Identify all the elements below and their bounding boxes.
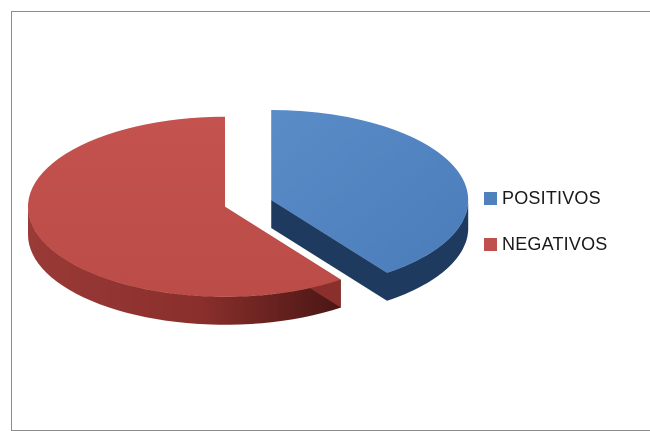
legend-label-positivos: POSITIVOS: [502, 188, 601, 209]
legend-item-negativos: NEGATIVOS: [484, 232, 608, 256]
legend-swatch-positivos: [484, 192, 497, 205]
legend-label-negativos: NEGATIVOS: [502, 234, 608, 255]
legend-swatch-negativos: [484, 238, 497, 251]
legend-item-positivos: POSITIVOS: [484, 186, 608, 210]
legend: POSITIVOS NEGATIVOS: [484, 186, 608, 278]
